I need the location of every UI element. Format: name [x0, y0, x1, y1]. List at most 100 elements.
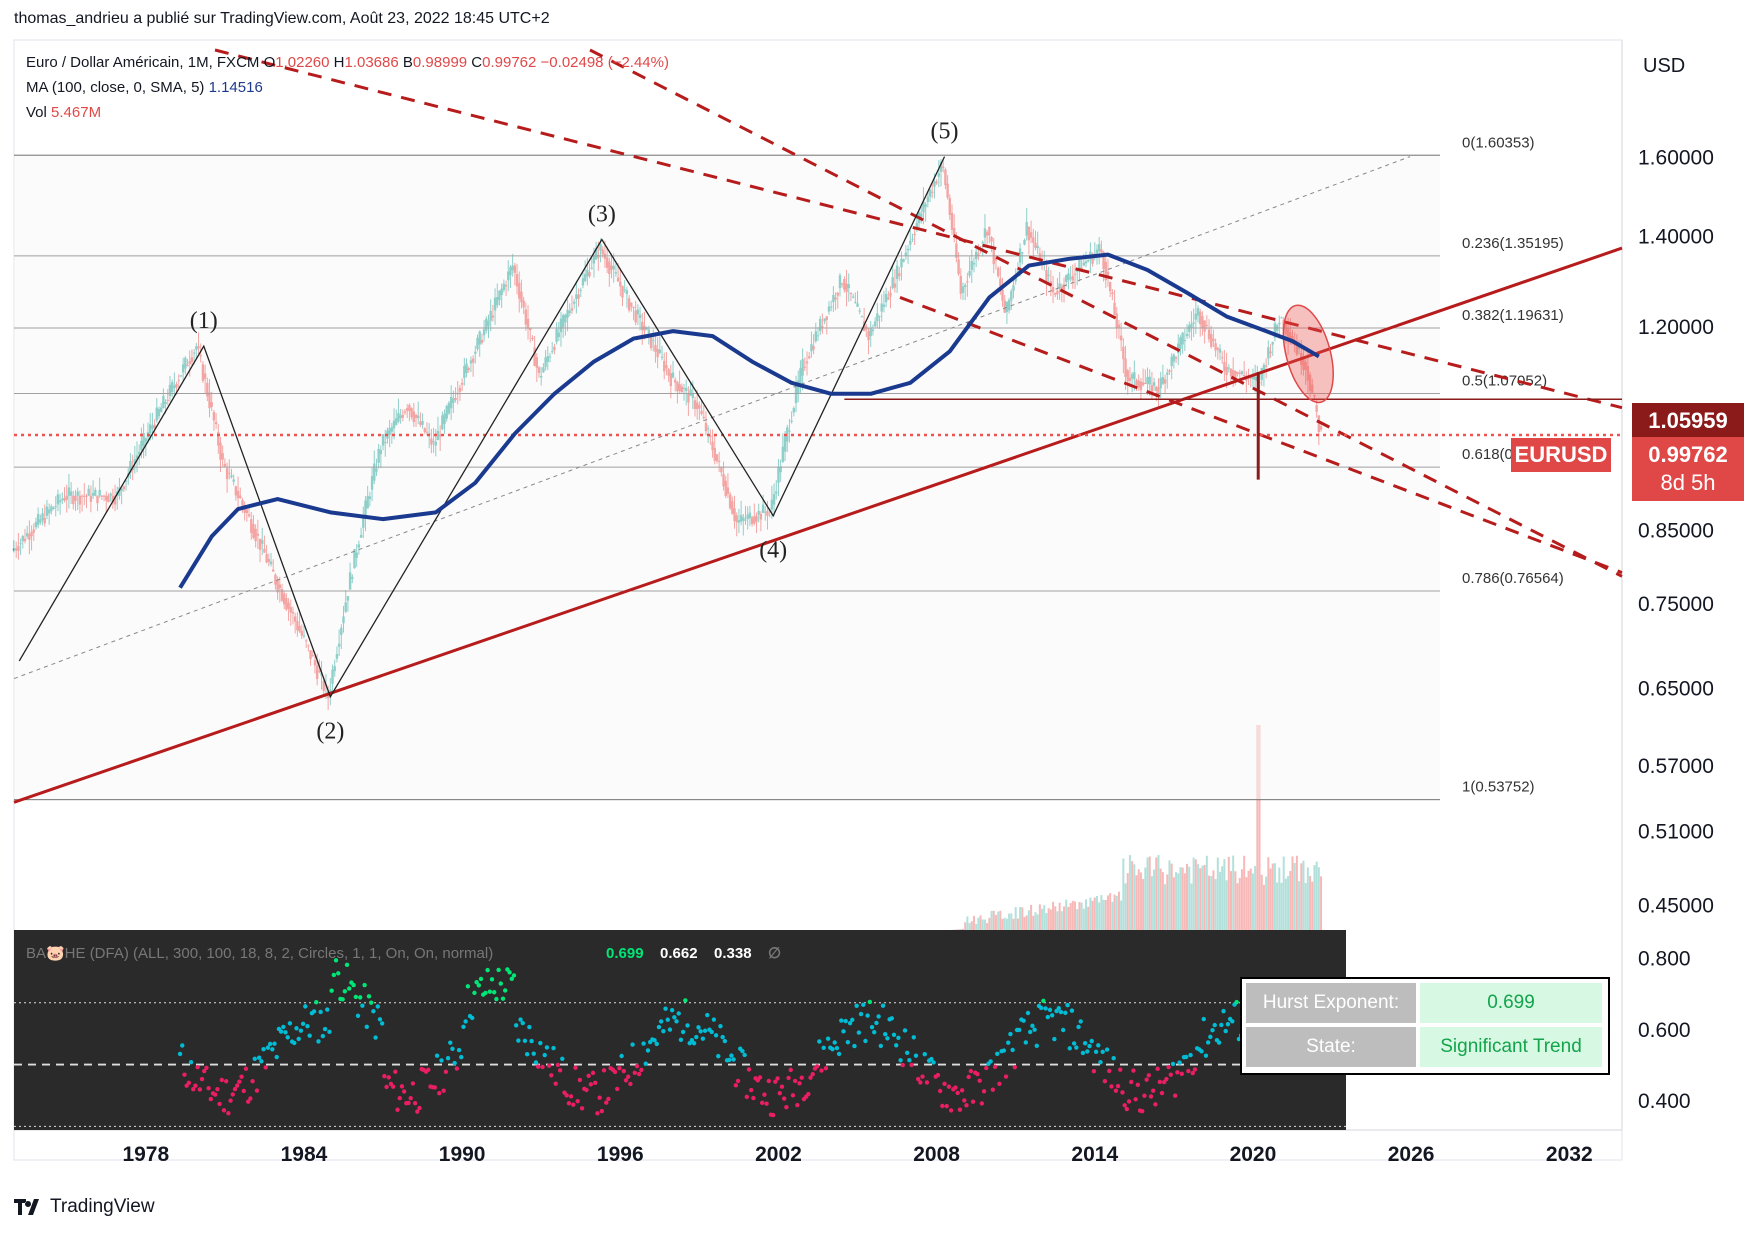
fib-level-label: 1(0.53752) [1462, 779, 1535, 796]
hurst-point [1008, 1031, 1013, 1037]
hurst-point [604, 1100, 609, 1105]
symbol-legend[interactable]: Euro / Dollar Américain, 1M, FXCM O1.022… [26, 54, 669, 71]
volume-bar [1265, 876, 1268, 945]
hurst-point [336, 971, 341, 976]
hurst-point [1017, 1027, 1022, 1033]
hurst-point [632, 1070, 637, 1075]
hurst-point [845, 1040, 851, 1045]
hurst-point [834, 1045, 840, 1051]
price-tick-label: 0.85000 [1638, 519, 1714, 542]
volume-bar [1205, 855, 1208, 945]
middle-channel-line [589, 48, 1623, 578]
hurst-point [1069, 1008, 1075, 1013]
hurst-point [333, 958, 339, 963]
hurst-point [498, 981, 503, 986]
volume-bar [1109, 893, 1112, 945]
state-value: Significant Trend [1420, 1027, 1602, 1067]
hurst-point [566, 1101, 572, 1106]
hurst-point [1056, 1006, 1061, 1011]
hurst-point [918, 1080, 923, 1085]
hurst-point [641, 1041, 646, 1046]
hurst-point [390, 1084, 396, 1089]
hurst-point [617, 1066, 622, 1071]
hurst-point [283, 1030, 288, 1035]
volume-bar [1155, 857, 1158, 945]
volume-bar [1229, 871, 1232, 945]
hurst-point [314, 999, 319, 1005]
hurst-point [329, 988, 334, 993]
hurst-point [393, 1069, 398, 1074]
hurst-point [1102, 1078, 1108, 1084]
hurst-point [722, 1038, 728, 1044]
hurst-point [1023, 1040, 1029, 1045]
hurst-point [272, 1041, 277, 1046]
hurst-point [1001, 1048, 1007, 1053]
tradingview-logo[interactable]: TradingView [14, 1196, 155, 1218]
hurst-point [1093, 1049, 1099, 1055]
hurst-point [1208, 1034, 1213, 1040]
volume-bar [1212, 870, 1215, 945]
hurst-point [863, 1038, 868, 1044]
ohlc-values: O1.02260 H1.03686 B0.98999 C0.99762 [264, 54, 537, 71]
hurst-point [1219, 1022, 1224, 1028]
hurst-point [727, 1057, 732, 1063]
time-tick-label: 1984 [281, 1143, 328, 1166]
volume-bar [1014, 907, 1017, 945]
hurst-point [1109, 1084, 1114, 1089]
hurst-point [746, 1067, 752, 1072]
hurst-point [819, 1068, 824, 1073]
hurst-point [900, 1062, 905, 1068]
volume-bar [1131, 861, 1134, 945]
hurst-point [1162, 1079, 1167, 1085]
hurst-point [880, 1003, 886, 1008]
hurst-point [1111, 1056, 1116, 1061]
hurst-point [702, 1028, 708, 1033]
hurst-point [1100, 1049, 1105, 1054]
hurst-point [775, 1076, 780, 1081]
hurst-point [454, 1066, 460, 1071]
hurst-point [621, 1068, 627, 1074]
highlight-ellipse [1282, 304, 1334, 404]
volume-bar [1232, 855, 1235, 945]
volume-bar [1148, 856, 1151, 945]
volume-bar [1078, 902, 1081, 945]
volume-bar [1227, 856, 1230, 945]
ma-legend[interactable]: MA (100, close, 0, SMA, 5) 1.14516 [26, 79, 263, 96]
hurst-point [538, 1040, 543, 1046]
time-tick-label: 2020 [1230, 1143, 1277, 1166]
volume-bar [997, 911, 1000, 945]
hurst-point [245, 1099, 251, 1104]
volume-bar [1144, 867, 1147, 945]
hurst-point [1041, 998, 1046, 1004]
volume-bar [1056, 911, 1059, 945]
hurst-point [795, 1102, 800, 1108]
volume-bar [1139, 872, 1142, 945]
volume-bar [1146, 857, 1149, 945]
hurst-point [711, 1017, 717, 1022]
price-tick-label: 1.20000 [1638, 316, 1714, 339]
volume-bar [994, 914, 997, 945]
hurst-point [366, 994, 372, 999]
volume-bar [1104, 900, 1107, 945]
volume-bar [1282, 856, 1285, 945]
hurst-point [1124, 1106, 1130, 1112]
hurst-point [588, 1082, 594, 1087]
volume-bar [1150, 876, 1153, 945]
ohlc-key: B [398, 54, 413, 71]
hurst-point [1087, 1043, 1092, 1049]
volume-bar [1291, 856, 1294, 945]
volume-bar [1065, 899, 1068, 945]
volume-legend[interactable]: Vol 5.467M [26, 104, 101, 121]
volume-bar [1008, 913, 1011, 945]
volume-bar [1067, 906, 1070, 945]
upper-channel-line [214, 48, 1623, 410]
hurst-point [278, 1029, 284, 1034]
hurst-point [320, 1033, 326, 1039]
hurst-point [1210, 1028, 1215, 1033]
hurst-point [854, 1003, 859, 1009]
publisher-header: thomas_andrieu a publié sur TradingView.… [14, 10, 550, 27]
hurst-point [265, 1045, 271, 1050]
hurst-point [434, 1053, 440, 1058]
hurst-point [749, 1087, 754, 1093]
